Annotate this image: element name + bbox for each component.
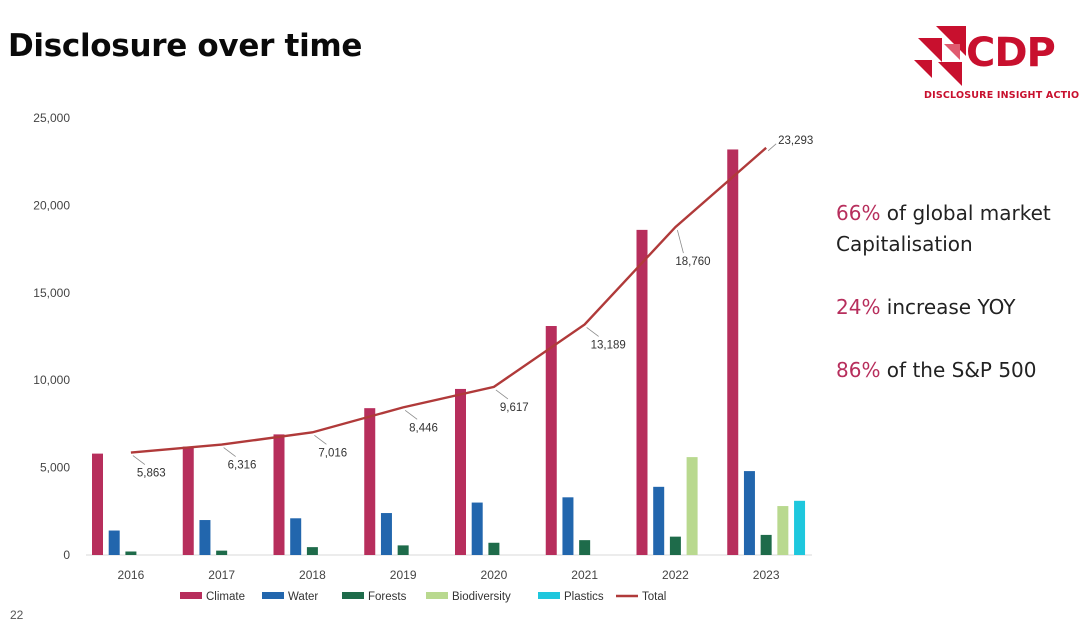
bar-forests-2017: [216, 550, 228, 555]
x-tick-label: 2023: [753, 568, 780, 582]
total-leader-line: [223, 447, 236, 457]
bar-climate-2018: [273, 434, 285, 555]
total-leader-line: [677, 229, 684, 254]
stat-text: of the S&P 500: [880, 358, 1037, 382]
y-tick-label: 25,000: [33, 111, 70, 125]
bar-climate-2016: [92, 453, 103, 555]
bar-forests-2020: [488, 542, 500, 555]
total-line: [130, 146, 767, 454]
total-leader-line: [767, 143, 777, 152]
y-tick-label: 10,000: [33, 373, 70, 387]
x-tick-label: 2019: [390, 568, 417, 582]
total-data-label: 5,863: [137, 468, 166, 480]
total-data-label: 7,016: [318, 447, 347, 459]
total-leader-line: [132, 455, 146, 465]
legend-swatch-climate: [180, 592, 202, 599]
bar-water-2023: [743, 471, 755, 555]
bar-climate-2020: [455, 388, 466, 555]
total-data-label: 8,446: [409, 422, 438, 434]
stat-text: of global market Capitalisation: [836, 201, 1051, 256]
bar-forests-2019: [397, 545, 409, 555]
bar-forests-2021: [579, 540, 591, 555]
stat-pct: 24%: [836, 295, 881, 319]
total-leader-line: [495, 389, 509, 400]
bar-water-2019: [380, 513, 392, 555]
cdp-logo-mark: [914, 26, 966, 86]
total-leader-line: [404, 410, 418, 420]
total-data-label: 6,316: [228, 460, 257, 472]
bar-forests-2018: [306, 547, 318, 555]
cdp-logo-text: CDP: [966, 30, 1056, 76]
legend-label-total: Total: [642, 591, 666, 603]
bar-forests-2023: [760, 534, 772, 555]
bar-climate-2023: [727, 149, 739, 556]
y-tick-label: 0: [63, 548, 70, 562]
stat-pct: 86%: [836, 358, 881, 382]
legend-label-water: Water: [288, 591, 318, 603]
stat-text: increase YOY: [880, 295, 1016, 319]
total-data-label: 18,760: [675, 256, 710, 268]
bar-biodiversity-2022: [686, 457, 698, 555]
cdp-logo-tagline: DISCLOSURE INSIGHT ACTION: [924, 90, 1080, 101]
bar-climate-2021: [545, 326, 557, 555]
x-tick-label: 2016: [118, 568, 145, 582]
bar-water-2017: [199, 520, 211, 555]
x-tick-label: 2021: [571, 568, 598, 582]
bar-water-2018: [290, 518, 302, 555]
key-stats: 66% of global market Capitalisation 24% …: [836, 198, 1076, 418]
y-tick-label: 5,000: [40, 461, 70, 475]
total-leader-line: [586, 327, 599, 337]
bar-plastics-2023: [794, 500, 806, 555]
legend-swatch-water: [262, 592, 284, 599]
bar-water-2020: [471, 502, 483, 555]
stat-sp500: 86% of the S&P 500: [836, 355, 1076, 386]
total-leader-line: [314, 435, 327, 445]
x-tick-label: 2020: [481, 568, 508, 582]
x-tick-label: 2018: [299, 568, 326, 582]
stat-yoy: 24% increase YOY: [836, 292, 1076, 323]
x-tick-label: 2022: [662, 568, 689, 582]
total-data-label: 23,293: [778, 135, 813, 147]
stat-market-cap: 66% of global market Capitalisation: [836, 198, 1076, 260]
legend-swatch-plastics: [538, 592, 560, 599]
bar-water-2021: [562, 497, 574, 555]
legend-label-forests: Forests: [368, 591, 407, 603]
total-data-label: 9,617: [500, 402, 529, 414]
cdp-logo: CDP DISCLOSURE INSIGHT ACTION: [914, 26, 1080, 106]
x-tick-label: 2017: [208, 568, 235, 582]
bar-climate-2019: [364, 408, 376, 555]
bar-water-2016: [108, 530, 120, 555]
legend-label-climate: Climate: [206, 591, 245, 603]
slide-title: Disclosure over time: [8, 28, 363, 64]
bar-water-2022: [653, 486, 665, 555]
y-tick-label: 15,000: [33, 286, 70, 300]
bar-forests-2016: [125, 551, 137, 555]
disclosure-chart: 0 5,000 10,000 15,000 20,000 25,000 2016 2017 20…: [33, 111, 813, 603]
bar-biodiversity-2023: [777, 506, 789, 555]
legend-label-plastics: Plastics: [564, 591, 604, 603]
bar-climate-2017: [182, 446, 194, 555]
y-tick-label: 20,000: [33, 198, 70, 212]
bar-climate-2022: [636, 229, 648, 555]
legend-swatch-forests: [342, 592, 364, 599]
legend-label-biodiversity: Biodiversity: [452, 591, 511, 603]
stat-pct: 66%: [836, 201, 881, 225]
legend-swatch-biodiversity: [426, 592, 448, 599]
total-data-label: 13,189: [591, 339, 626, 351]
page-number: 22: [10, 608, 24, 622]
bar-forests-2022: [669, 536, 681, 555]
